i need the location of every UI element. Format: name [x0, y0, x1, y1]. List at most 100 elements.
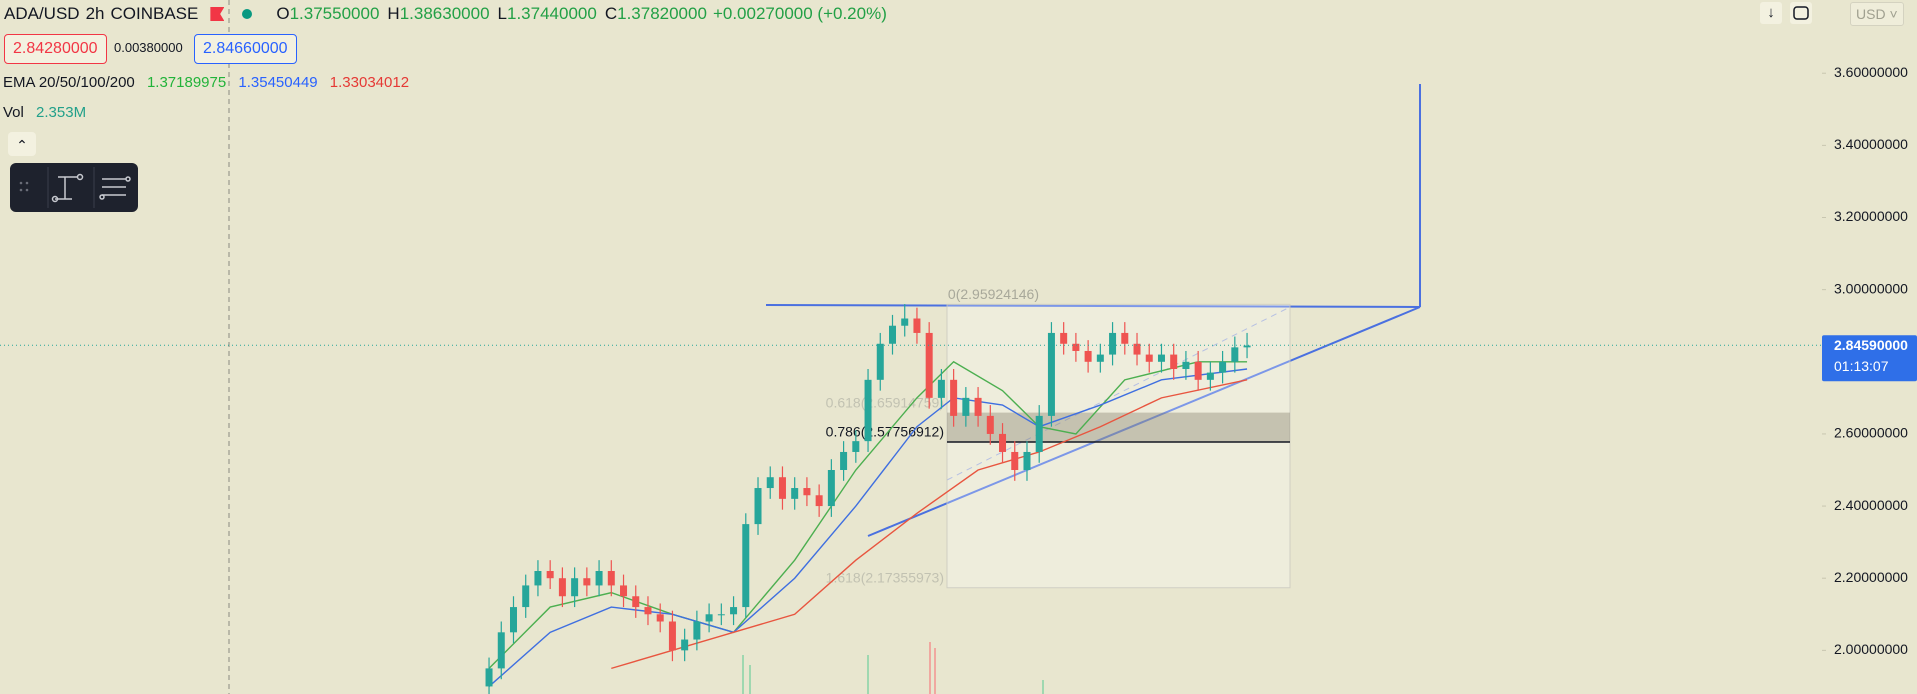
- ema-legend: EMA 20/50/100/200 1.37189975 1.35450449 …: [3, 74, 409, 91]
- candle: [840, 441, 848, 481]
- candle: [1182, 350, 1190, 380]
- candle: [742, 513, 750, 618]
- candle: [1133, 332, 1141, 366]
- interval[interactable]: 2h: [85, 4, 105, 23]
- ema-line: [488, 368, 1248, 687]
- candle-body: [1231, 347, 1239, 362]
- candle: [1231, 336, 1239, 373]
- candle: [901, 304, 909, 337]
- candle-body: [766, 477, 774, 489]
- candle-body: [962, 397, 970, 416]
- price-tick-label: 3.00000000: [1834, 280, 1908, 296]
- candle: [888, 314, 896, 355]
- fib-area: [946, 303, 1291, 589]
- ema-value: 1.37189975: [146, 74, 227, 91]
- vol-legend: Vol 2.353M: [3, 104, 86, 121]
- plot: 0(2.95924146) 0.618(2.65914759) 0.786(2.57…: [485, 286, 1291, 694]
- candle-body: [632, 596, 640, 608]
- volume-bars: [742, 642, 1044, 694]
- candle-body: [901, 318, 909, 326]
- candle-body: [1047, 332, 1055, 416]
- candle-body: [754, 488, 762, 525]
- candle: [766, 466, 774, 499]
- collapse-button[interactable]: ⌃: [8, 132, 36, 156]
- candle: [1194, 350, 1202, 391]
- candle: [485, 657, 493, 694]
- candle-body: [534, 570, 542, 586]
- candle: [778, 466, 786, 510]
- candle-body: [778, 477, 786, 499]
- candle-body: [717, 614, 725, 616]
- price-tick-label: 3.60000000: [1834, 64, 1908, 80]
- candle-body: [1011, 451, 1019, 471]
- candle-body: [656, 614, 664, 622]
- ohlc-key: L: [497, 4, 507, 23]
- ohlc-key: C: [604, 4, 618, 23]
- candle: [852, 430, 860, 463]
- ruler-tool[interactable]: [51, 173, 84, 203]
- candle: [864, 369, 872, 452]
- fullscreen-icon: [1793, 6, 1809, 20]
- status-dot: [242, 9, 253, 19]
- fib-tool[interactable]: [99, 176, 131, 200]
- ohlc-value: 1.37440000: [507, 4, 597, 23]
- candle: [1219, 350, 1227, 384]
- ema-label: EMA 20/50/100/200: [3, 74, 135, 91]
- candle: [607, 560, 615, 597]
- candle-body: [1206, 372, 1214, 380]
- candle-body: [1121, 332, 1129, 344]
- last-price-label: 2.84590000: [1834, 337, 1908, 353]
- candle-body: [1182, 361, 1190, 370]
- candle: [815, 484, 823, 517]
- fullscreen-button[interactable]: [1790, 2, 1812, 24]
- candle-body: [730, 607, 738, 615]
- candle-body: [999, 433, 1007, 452]
- symbol[interactable]: ADA/USD: [4, 4, 80, 23]
- buy-button[interactable]: 2.84660000: [194, 34, 297, 64]
- candle-body: [644, 607, 652, 615]
- sell-button[interactable]: 2.84280000: [4, 34, 107, 64]
- candle-body: [1023, 451, 1031, 471]
- candle: [717, 603, 725, 626]
- candle: [668, 610, 676, 662]
- currency-selector[interactable]: USD ˅: [1850, 2, 1904, 26]
- candle-body: [876, 343, 884, 380]
- candle: [827, 459, 835, 517]
- candle-body: [1145, 354, 1153, 362]
- candle-body: [925, 332, 933, 398]
- candle-body: [1109, 332, 1117, 355]
- candle-body: [607, 570, 615, 586]
- fib-label: 1.618(2.17355973): [826, 569, 944, 585]
- flag-icon[interactable]: [210, 7, 225, 21]
- candle: [730, 596, 738, 626]
- fib-label: 0(2.95924146): [948, 286, 1039, 302]
- candle: [497, 621, 505, 680]
- candle: [571, 567, 579, 608]
- price-tick-label: 3.40000000: [1834, 136, 1908, 152]
- candle-body: [546, 570, 554, 579]
- horizontal-line: [765, 304, 1421, 308]
- candle: [1023, 441, 1031, 481]
- candle: [558, 567, 566, 608]
- candle-body: [509, 607, 517, 633]
- candle: [754, 477, 762, 535]
- candle: [937, 369, 945, 409]
- candle-body: [803, 488, 811, 496]
- drag-handle[interactable]: [19, 181, 29, 192]
- candle: [705, 603, 713, 633]
- candle-body: [1035, 415, 1043, 452]
- vol-label: Vol: [3, 104, 24, 121]
- candle-body: [1096, 354, 1104, 362]
- candle-body: [485, 668, 493, 687]
- scroll-button[interactable]: ↓: [1760, 2, 1782, 24]
- change: +0.00270000 (+0.20%): [712, 4, 887, 23]
- fib-trend-dash: [946, 306, 1291, 481]
- candle-body: [827, 470, 835, 507]
- candle-body: [950, 379, 958, 416]
- candle-body: [497, 632, 505, 669]
- candle: [1206, 361, 1214, 391]
- candle-body: [1072, 343, 1080, 351]
- candle-body: [558, 578, 566, 597]
- candle-body: [888, 325, 896, 344]
